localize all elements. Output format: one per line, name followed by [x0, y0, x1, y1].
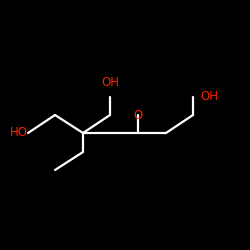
Text: HO: HO: [10, 126, 28, 140]
Text: OH: OH: [200, 90, 218, 104]
Text: OH: OH: [101, 76, 119, 89]
Text: O: O: [134, 109, 142, 122]
